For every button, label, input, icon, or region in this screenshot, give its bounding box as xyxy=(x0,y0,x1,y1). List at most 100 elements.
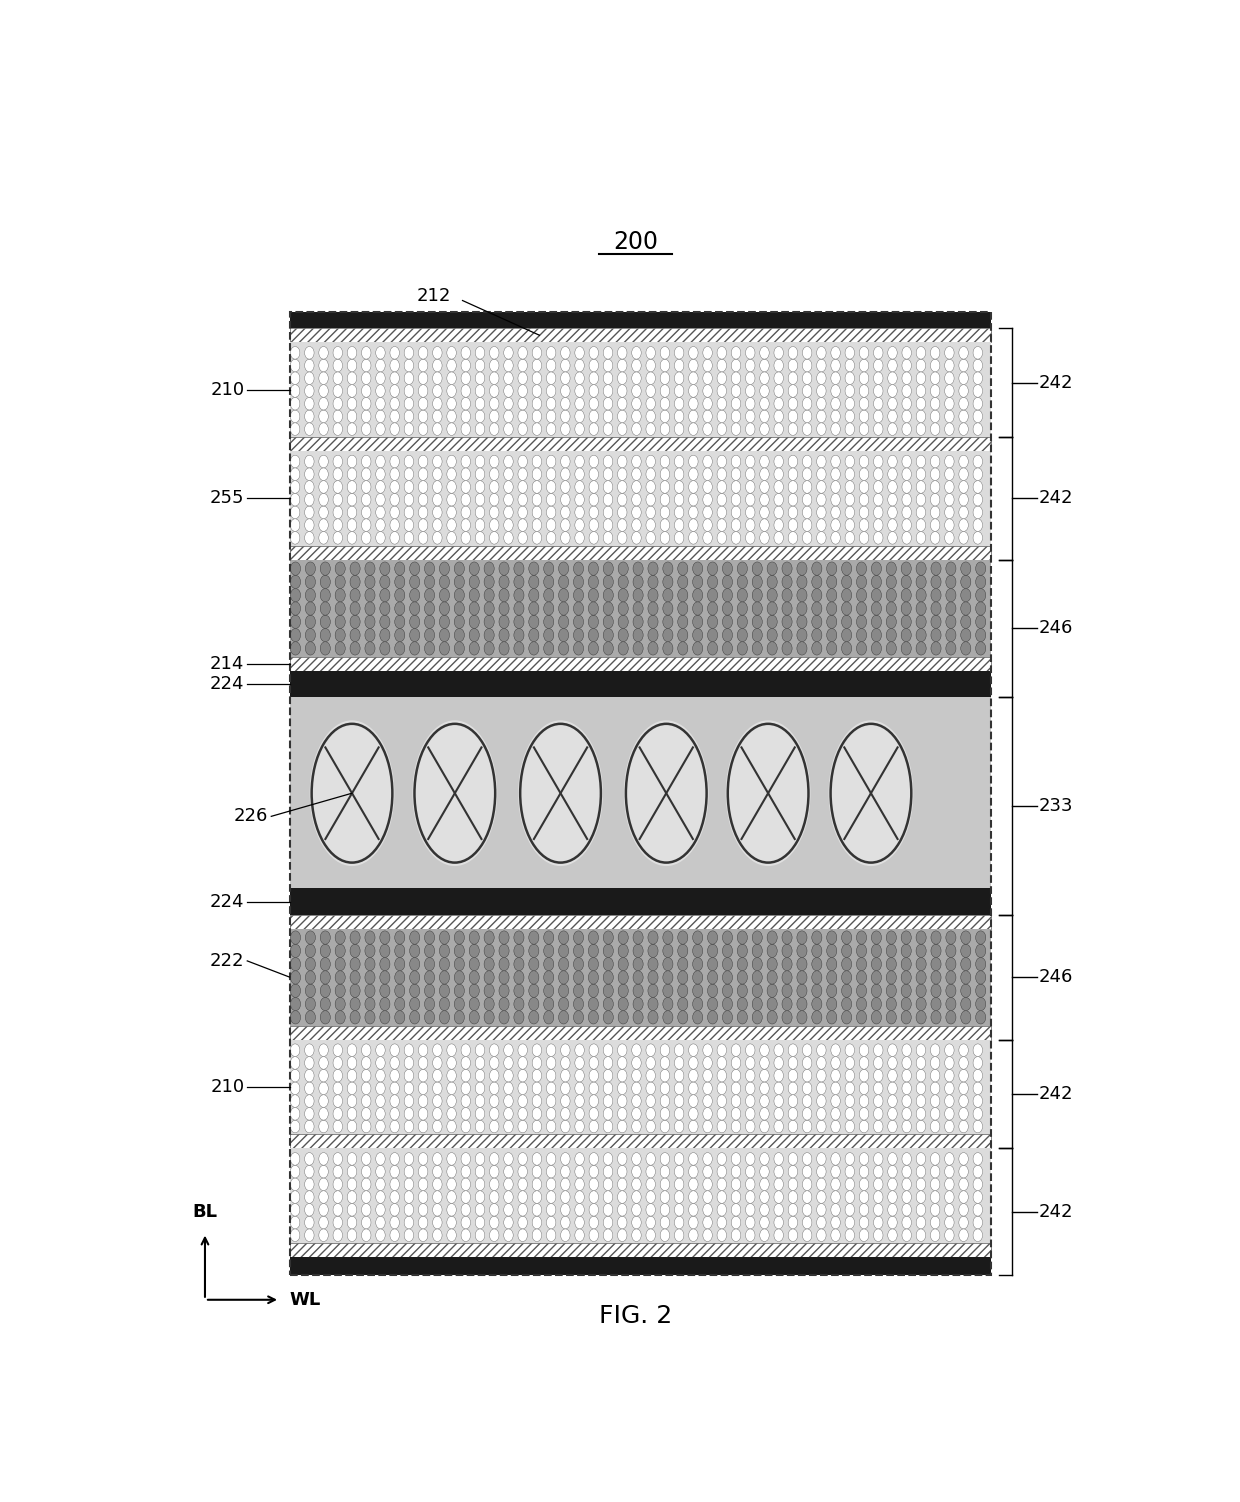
Ellipse shape xyxy=(588,997,599,1011)
Ellipse shape xyxy=(760,359,769,372)
Ellipse shape xyxy=(732,1095,740,1107)
Ellipse shape xyxy=(589,347,599,359)
Ellipse shape xyxy=(802,1069,812,1081)
Ellipse shape xyxy=(389,532,399,544)
Ellipse shape xyxy=(604,469,613,481)
Ellipse shape xyxy=(362,1178,371,1191)
Ellipse shape xyxy=(404,481,414,493)
Ellipse shape xyxy=(547,1056,556,1069)
Ellipse shape xyxy=(973,1069,982,1081)
Ellipse shape xyxy=(802,1203,812,1217)
Ellipse shape xyxy=(469,602,480,616)
Ellipse shape xyxy=(753,931,763,945)
Ellipse shape xyxy=(678,1011,688,1024)
Ellipse shape xyxy=(842,970,852,984)
Ellipse shape xyxy=(732,532,740,544)
Ellipse shape xyxy=(547,518,556,532)
Ellipse shape xyxy=(703,1217,712,1229)
Ellipse shape xyxy=(760,1120,769,1133)
Ellipse shape xyxy=(717,1229,727,1242)
Ellipse shape xyxy=(930,1229,940,1242)
Ellipse shape xyxy=(604,1152,613,1166)
Ellipse shape xyxy=(418,1152,428,1166)
Ellipse shape xyxy=(802,410,812,422)
Ellipse shape xyxy=(859,1203,869,1217)
Ellipse shape xyxy=(362,1120,371,1133)
Ellipse shape xyxy=(347,359,357,372)
Ellipse shape xyxy=(365,945,374,957)
Ellipse shape xyxy=(475,1044,485,1056)
Ellipse shape xyxy=(560,532,570,544)
Ellipse shape xyxy=(547,1152,556,1166)
Ellipse shape xyxy=(319,347,329,359)
Ellipse shape xyxy=(859,469,869,481)
Ellipse shape xyxy=(365,970,374,984)
Ellipse shape xyxy=(973,1178,982,1191)
Ellipse shape xyxy=(789,1069,797,1081)
Ellipse shape xyxy=(675,1178,684,1191)
Ellipse shape xyxy=(532,1191,542,1203)
Ellipse shape xyxy=(745,1120,755,1133)
Ellipse shape xyxy=(589,518,599,532)
Ellipse shape xyxy=(560,481,570,493)
Ellipse shape xyxy=(846,1191,854,1203)
Ellipse shape xyxy=(513,1011,525,1024)
Ellipse shape xyxy=(547,385,556,397)
Ellipse shape xyxy=(558,931,569,945)
Ellipse shape xyxy=(490,1081,498,1095)
Ellipse shape xyxy=(305,616,315,628)
Ellipse shape xyxy=(469,562,480,575)
Ellipse shape xyxy=(603,616,614,628)
Ellipse shape xyxy=(376,532,386,544)
Ellipse shape xyxy=(774,1056,784,1069)
Ellipse shape xyxy=(618,562,629,575)
Ellipse shape xyxy=(475,532,485,544)
Ellipse shape xyxy=(305,1191,314,1203)
Ellipse shape xyxy=(688,372,698,385)
Ellipse shape xyxy=(394,602,404,616)
Ellipse shape xyxy=(335,602,345,616)
Ellipse shape xyxy=(831,410,841,422)
Ellipse shape xyxy=(604,372,613,385)
Ellipse shape xyxy=(528,616,539,628)
Ellipse shape xyxy=(409,602,419,616)
Ellipse shape xyxy=(604,359,613,372)
Ellipse shape xyxy=(916,1069,925,1081)
Ellipse shape xyxy=(547,372,556,385)
Ellipse shape xyxy=(418,518,428,532)
Ellipse shape xyxy=(717,1056,727,1069)
Ellipse shape xyxy=(305,455,314,467)
Ellipse shape xyxy=(560,410,570,422)
Ellipse shape xyxy=(631,532,641,544)
Ellipse shape xyxy=(688,493,698,506)
Ellipse shape xyxy=(831,1069,841,1081)
Ellipse shape xyxy=(418,398,428,410)
Ellipse shape xyxy=(334,359,342,372)
Ellipse shape xyxy=(350,1011,360,1024)
Ellipse shape xyxy=(547,1069,556,1081)
Ellipse shape xyxy=(646,1044,656,1056)
Ellipse shape xyxy=(901,984,911,997)
Ellipse shape xyxy=(433,1081,443,1095)
Ellipse shape xyxy=(663,628,673,641)
Ellipse shape xyxy=(945,1056,954,1069)
Ellipse shape xyxy=(693,957,703,970)
Ellipse shape xyxy=(634,641,644,655)
Ellipse shape xyxy=(379,641,389,655)
Ellipse shape xyxy=(817,1152,826,1166)
Bar xyxy=(290,915,991,928)
Ellipse shape xyxy=(503,359,513,372)
Ellipse shape xyxy=(469,931,480,945)
Ellipse shape xyxy=(334,1069,342,1081)
Ellipse shape xyxy=(859,385,869,397)
Ellipse shape xyxy=(797,997,807,1011)
Ellipse shape xyxy=(335,931,345,945)
Ellipse shape xyxy=(745,1229,755,1242)
Ellipse shape xyxy=(872,589,882,602)
Ellipse shape xyxy=(589,481,599,493)
Ellipse shape xyxy=(376,1166,386,1178)
Ellipse shape xyxy=(634,957,644,970)
Ellipse shape xyxy=(362,372,371,385)
Bar xyxy=(290,1039,991,1134)
Ellipse shape xyxy=(305,359,314,372)
